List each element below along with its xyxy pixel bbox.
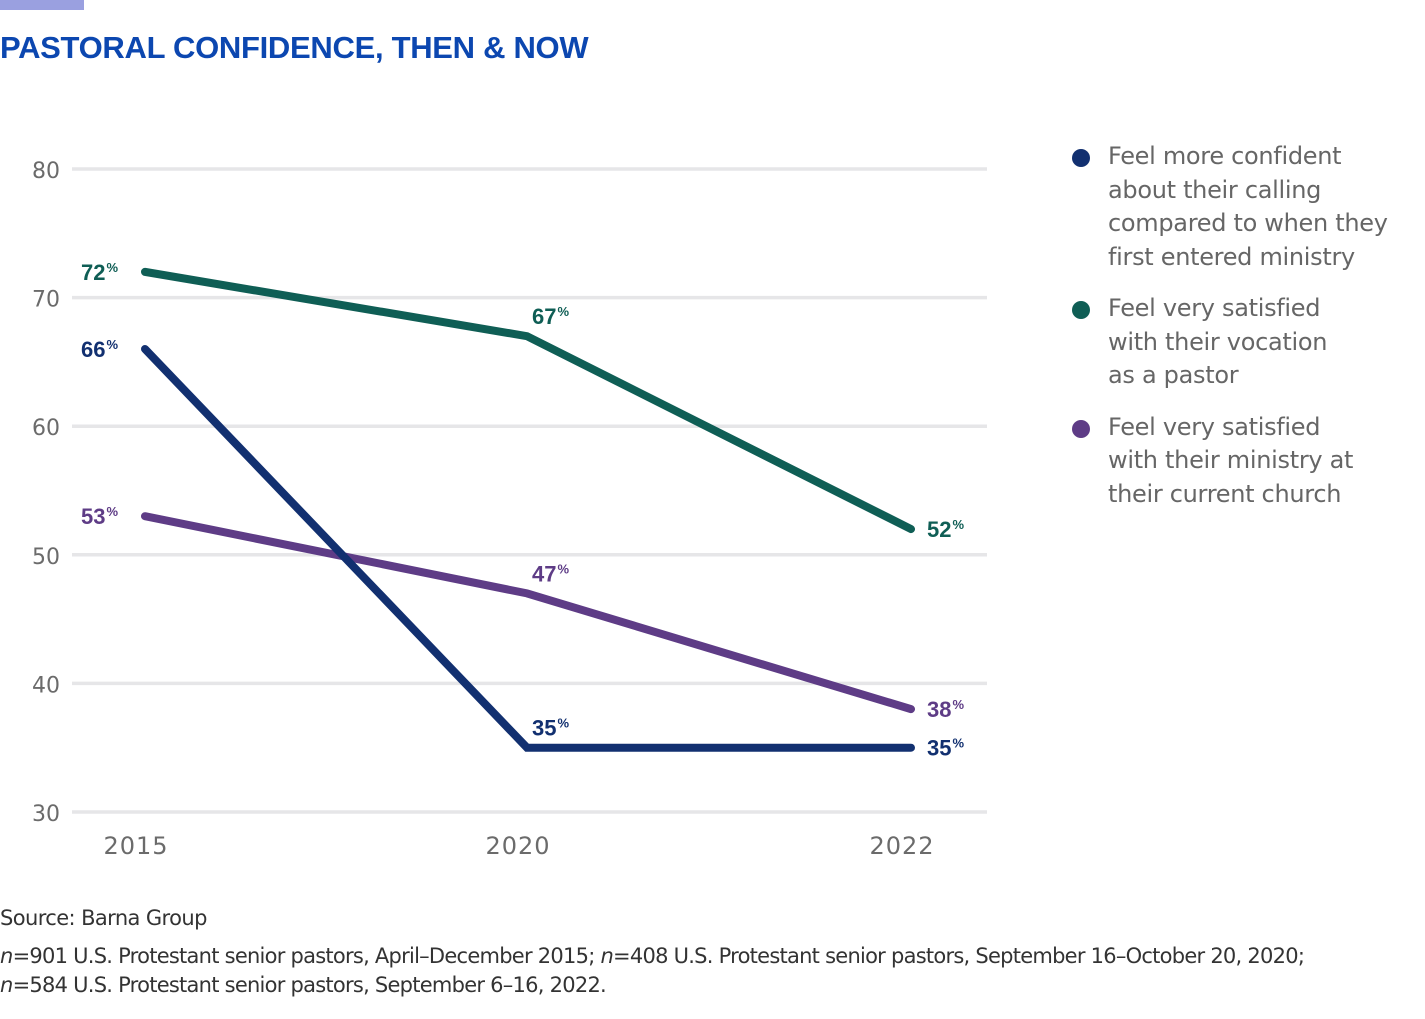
data-label-suffix: % [557,716,569,731]
chart-title: PASTORAL CONFIDENCE, THEN & NOW [0,30,589,65]
data-label-suffix: % [952,736,964,751]
y-tick-label: 40 [32,673,60,698]
legend-item: Feel more confident about their calling … [1070,140,1415,274]
data-label: 38% [927,697,964,722]
legend-label: Feel very satisfied with their vocation … [1108,294,1328,389]
legend-label: Feel more confident about their calling … [1108,142,1388,271]
data-label: 53% [81,504,118,529]
data-label-suffix: % [106,337,118,352]
source-note: Source: Barna Group [0,906,207,930]
x-tick-label: 2022 [869,832,934,860]
data-label-value: 35 [532,716,556,741]
circle-icon [1072,301,1090,319]
sample-size-symbol: n [600,944,614,968]
data-label-value: 72 [81,260,105,285]
x-tick-label: 2020 [485,832,550,860]
data-label: 35% [927,736,964,761]
y-tick-label: 50 [32,545,60,570]
data-label: 47% [532,561,569,586]
data-label-suffix: % [557,561,569,576]
data-label: 52% [927,517,964,542]
legend-item: Feel very satisfied with their vocation … [1070,292,1415,393]
series-line [141,267,915,534]
y-tick-label: 70 [32,288,60,313]
series-line [141,512,915,714]
legend-item: Feel very satisfied with their ministry … [1070,411,1415,512]
sample-notes: n=901 U.S. Protestant senior pastors, Ap… [0,942,1305,1000]
data-label-suffix: % [557,304,569,319]
data-label-value: 38 [927,697,951,722]
data-label-suffix: % [106,504,118,519]
circle-icon [1072,149,1090,167]
sample-note-text: =584 U.S. Protestant senior pastors, Sep… [12,973,607,997]
sample-size-symbol: n [0,944,13,968]
legend: Feel more confident about their calling … [1070,140,1415,529]
y-tick-label: 80 [32,159,60,184]
series-line [141,345,915,752]
legend-label: Feel very satisfied with their ministry … [1108,412,1354,508]
circle-icon [1072,419,1090,438]
sample-note-text: =408 U.S. Protestant senior pastors, Sep… [613,944,1305,968]
data-label-value: 53 [81,504,105,529]
data-label: 66% [81,337,118,362]
sample-note-line: n=584 U.S. Protestant senior pastors, Se… [0,971,1304,1000]
data-label-value: 52 [927,517,951,542]
data-label-value: 67 [532,304,556,329]
y-tick-label: 60 [32,416,60,441]
data-label-value: 47 [532,561,556,586]
accent-bar [0,0,84,10]
data-label-value: 66 [81,337,105,362]
data-label-value: 35 [927,736,951,761]
data-label-suffix: % [952,697,964,712]
data-label: 35% [532,716,569,741]
data-label: 72% [81,260,118,285]
data-label: 67% [532,304,569,329]
data-label-suffix: % [106,260,118,275]
sample-note-line: n=901 U.S. Protestant senior pastors, Ap… [0,942,1305,971]
y-tick-label: 30 [32,802,60,827]
x-tick-label: 2015 [103,832,168,860]
data-label-suffix: % [952,517,964,532]
sample-size-symbol: n [0,973,13,997]
sample-note-text: =901 U.S. Protestant senior pastors, Apr… [12,944,601,968]
